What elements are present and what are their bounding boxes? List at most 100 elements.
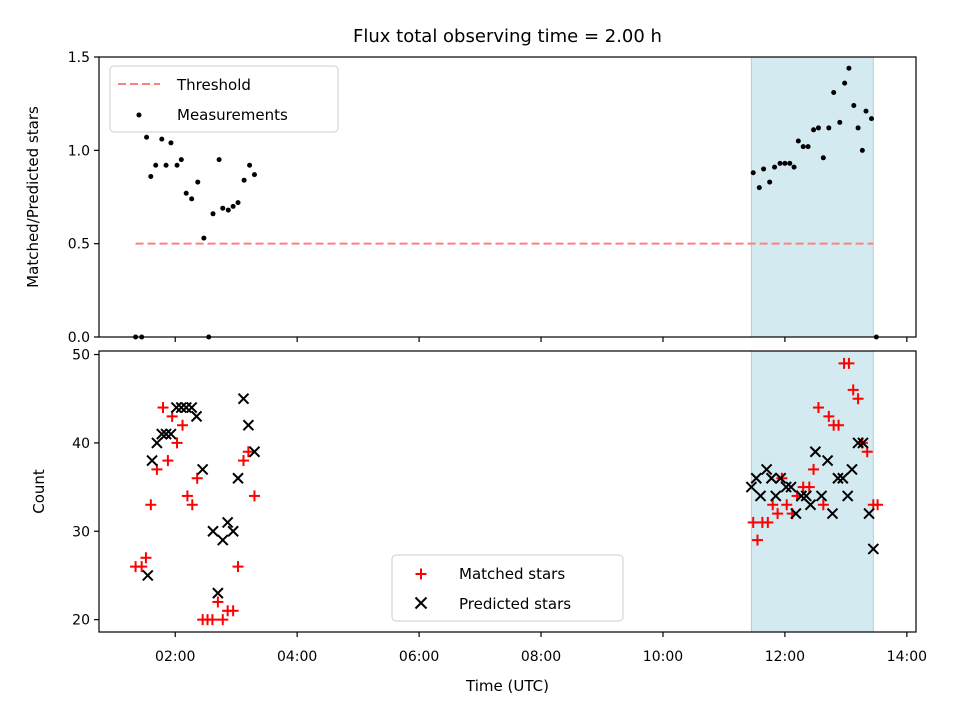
predicted-star-point bbox=[160, 428, 172, 440]
measurement-point bbox=[210, 211, 216, 217]
bottom-x-tick-label: 08:00 bbox=[521, 649, 561, 665]
measurement-point bbox=[189, 196, 195, 202]
predicted-star-point bbox=[837, 472, 849, 484]
predicted-star-point bbox=[804, 499, 817, 511]
measurement-point bbox=[225, 207, 231, 213]
matched-star-point bbox=[206, 614, 218, 626]
predicted-star-point bbox=[774, 472, 787, 484]
matched-star-point bbox=[843, 357, 855, 369]
bottom-x-tick-label: 14:00 bbox=[887, 649, 927, 665]
matched-star-point bbox=[751, 534, 763, 546]
predicted-star-point bbox=[151, 437, 163, 449]
measurement-point bbox=[195, 179, 201, 185]
measurement-point bbox=[201, 235, 207, 241]
matched-star-point bbox=[847, 384, 859, 396]
top-axes-frame bbox=[98, 56, 917, 338]
predicted-star-point bbox=[815, 490, 828, 502]
legend-matched-label: Matched stars bbox=[459, 565, 565, 583]
measurement-point bbox=[826, 125, 832, 131]
bottom-x-tick-label: 12:00 bbox=[765, 649, 805, 665]
measurement-point bbox=[820, 155, 826, 161]
measurement-point bbox=[868, 116, 874, 122]
predicted-star-point bbox=[170, 401, 183, 414]
legend-predicted-label: Predicted stars bbox=[459, 595, 571, 613]
measurement-point bbox=[851, 103, 857, 109]
legend-predicted-swatch bbox=[414, 596, 428, 610]
bottom-x-tick-label: 06:00 bbox=[399, 649, 439, 665]
predicted-star-point bbox=[826, 507, 839, 520]
measurement-point bbox=[235, 200, 241, 206]
matched-star-point bbox=[808, 463, 820, 475]
legend-threshold-label: Threshold bbox=[176, 76, 251, 94]
measurement-point bbox=[767, 179, 773, 185]
matched-star-point bbox=[151, 463, 163, 475]
predicted-star-point bbox=[242, 419, 255, 431]
measurement-point bbox=[831, 89, 837, 95]
bottom-y-tick-label: 30 bbox=[72, 524, 90, 540]
matched-star-point bbox=[237, 455, 249, 467]
predicted-star-point bbox=[800, 490, 812, 502]
measurement-point bbox=[782, 160, 788, 166]
matched-star-point bbox=[852, 393, 864, 405]
matched-star-point bbox=[812, 402, 824, 414]
bottom-y-ticks: 20 30 40 50 bbox=[72, 348, 99, 629]
matched-star-point bbox=[157, 402, 169, 414]
top-legend-box bbox=[109, 65, 339, 133]
predicted-star-point bbox=[770, 490, 782, 502]
measurement-point bbox=[800, 144, 806, 150]
measurement-point bbox=[750, 170, 756, 176]
predicted-star-point bbox=[750, 472, 762, 484]
bottom-panel: 20 30 40 50 02:00 04:00 06:00 08:00 10:00 12:00 1… bbox=[30, 348, 927, 695]
matched-star-point bbox=[212, 596, 224, 608]
measurement-point bbox=[174, 162, 180, 168]
predicted-star-point bbox=[780, 481, 792, 493]
predicted-star-point bbox=[842, 490, 854, 502]
predicted-star-point bbox=[867, 543, 880, 555]
matched-star-point bbox=[772, 508, 784, 520]
matched-star-point bbox=[162, 455, 174, 467]
measurement-point bbox=[163, 162, 169, 168]
top-y-tick-label: 1.5 bbox=[68, 50, 90, 66]
predicted-star-points bbox=[142, 393, 880, 599]
bottom-y-axis-label: Count bbox=[30, 469, 48, 514]
matched-star-point bbox=[781, 499, 793, 511]
bottom-legend: Matched stars Predicted stars bbox=[391, 554, 624, 622]
x-axis-label: Time (UTC) bbox=[465, 677, 549, 695]
matched-star-point bbox=[186, 499, 198, 511]
top-y-tick-label: 0.5 bbox=[68, 237, 90, 253]
predicted-star-point bbox=[809, 446, 822, 458]
measurement-point bbox=[220, 205, 226, 211]
measurement-point bbox=[863, 108, 869, 114]
measurement-point bbox=[842, 80, 848, 86]
top-y-ticks: 0.0 0.5 1.0 1.5 bbox=[68, 50, 99, 346]
matched-star-point bbox=[767, 499, 779, 511]
matched-star-point bbox=[248, 490, 260, 502]
top-shaded-region bbox=[750, 56, 874, 338]
predicted-star-point bbox=[217, 534, 229, 546]
predicted-star-point bbox=[185, 401, 198, 414]
predicted-star-point bbox=[196, 463, 209, 476]
measurement-point bbox=[805, 144, 811, 150]
bottom-y-tick-label: 20 bbox=[72, 613, 90, 629]
top-legend: Threshold Measurements bbox=[109, 65, 339, 133]
measurement-point bbox=[183, 190, 189, 196]
chart-title: Flux total observing time = 2.00 h bbox=[353, 26, 662, 47]
measurement-point bbox=[241, 177, 247, 183]
measurement-point bbox=[837, 119, 843, 125]
matched-star-point bbox=[762, 516, 774, 528]
matched-star-point bbox=[823, 410, 835, 422]
measurement-point bbox=[251, 172, 257, 178]
top-x-ticks bbox=[174, 337, 908, 342]
top-y-axis-label: Matched/Predicted stars bbox=[24, 106, 42, 288]
matched-star-point bbox=[242, 446, 254, 458]
bottom-legend-box bbox=[391, 554, 624, 622]
predicted-star-point bbox=[221, 516, 234, 529]
legend-matched-swatch bbox=[415, 568, 427, 580]
top-y-tick-label: 1.0 bbox=[68, 143, 90, 159]
measurement-point bbox=[230, 203, 236, 209]
bottom-x-ticks: 02:00 04:00 06:00 08:00 10:00 12:00 14:00 bbox=[155, 632, 927, 665]
measurement-point bbox=[815, 125, 821, 131]
matched-star-point bbox=[171, 437, 183, 449]
predicted-star-point bbox=[237, 393, 250, 405]
